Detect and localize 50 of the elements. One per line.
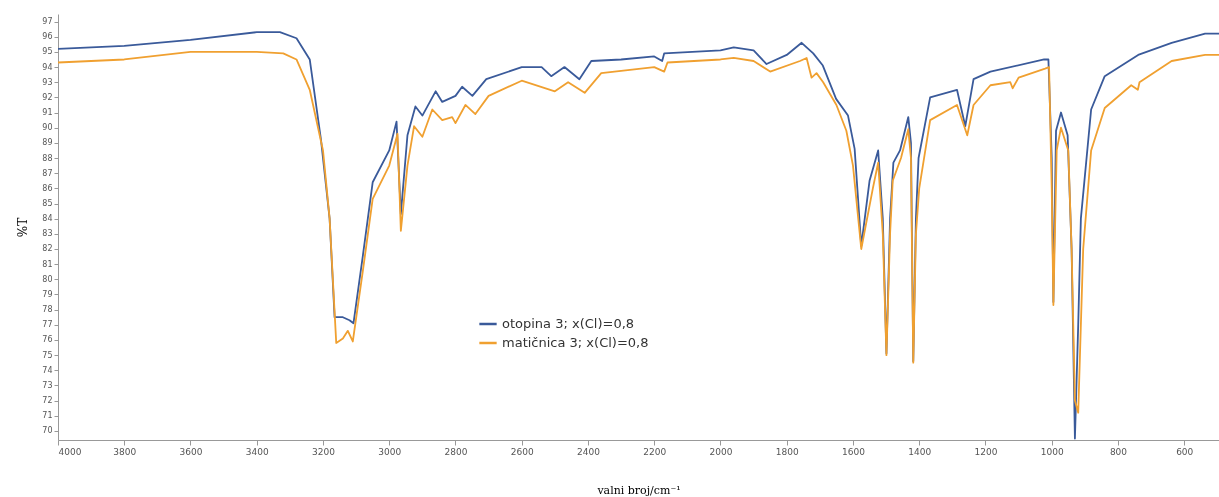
x-tick-label: 4000 — [58, 446, 82, 457]
x-tick-label: 800 — [1109, 446, 1128, 457]
y-tick-label: 77 — [42, 320, 53, 330]
x-tick-label: 1400 — [908, 446, 932, 457]
y-tick-label: 75 — [42, 350, 53, 360]
y-tick-label: 84 — [42, 214, 53, 224]
x-axis-title: valni broj/cm⁻¹ — [596, 483, 681, 497]
x-tick-label: 3400 — [245, 446, 269, 457]
x-tick-label: 2400 — [577, 446, 601, 457]
y-tick-label: 76 — [42, 335, 53, 345]
y-tick-label: 95 — [42, 47, 53, 57]
y-tick-label: 83 — [42, 229, 53, 239]
y-tick-label: 82 — [42, 244, 53, 254]
y-tick-label: 78 — [42, 305, 53, 315]
y-tick-label: 87 — [42, 168, 53, 178]
y-tick-label: 91 — [42, 108, 53, 118]
x-tick-label: 3800 — [113, 446, 137, 457]
legend-label: matičnica 3; x(Cl)=0,8 — [502, 335, 649, 350]
y-axis-title: %T — [16, 217, 31, 238]
y-tick-label: 70 — [42, 426, 53, 436]
legend-label: otopina 3; x(Cl)=0,8 — [502, 316, 635, 331]
y-tick-label: 71 — [42, 411, 53, 421]
y-tick-label: 88 — [42, 153, 53, 163]
x-tick-label: 1000 — [1040, 446, 1064, 457]
x-tick-label: 2000 — [709, 446, 733, 457]
x-tick-label: 1800 — [775, 446, 799, 457]
y-tick-label: 97 — [42, 17, 53, 27]
x-tick-label: 600 — [1176, 446, 1194, 457]
x-tick-label: 2600 — [510, 446, 534, 457]
y-tick-label: 81 — [42, 259, 53, 269]
x-tick-label: 3200 — [312, 446, 336, 457]
x-tick-label: 2800 — [444, 446, 468, 457]
y-tick-label: 89 — [42, 138, 53, 148]
y-tick-label: 72 — [42, 396, 53, 406]
y-tick-label: 79 — [42, 289, 53, 299]
x-tick-label: 2200 — [643, 446, 667, 457]
y-tick-label: 94 — [42, 62, 53, 72]
x-tick-label: 1200 — [974, 446, 998, 457]
x-tick-label: 3600 — [179, 446, 203, 457]
y-tick-label: 80 — [42, 274, 53, 284]
y-tick-label: 74 — [42, 365, 53, 375]
y-tick-label: 73 — [42, 380, 53, 390]
x-tick-label: 3000 — [378, 446, 402, 457]
y-tick-label: 86 — [42, 183, 53, 193]
y-tick-label: 93 — [42, 77, 53, 87]
y-tick-label: 85 — [42, 199, 53, 208]
x-tick-label: 1600 — [842, 446, 866, 457]
y-tick-label: 92 — [42, 92, 53, 102]
y-tick-label: 96 — [42, 32, 53, 42]
y-tick-label: 90 — [42, 123, 53, 133]
